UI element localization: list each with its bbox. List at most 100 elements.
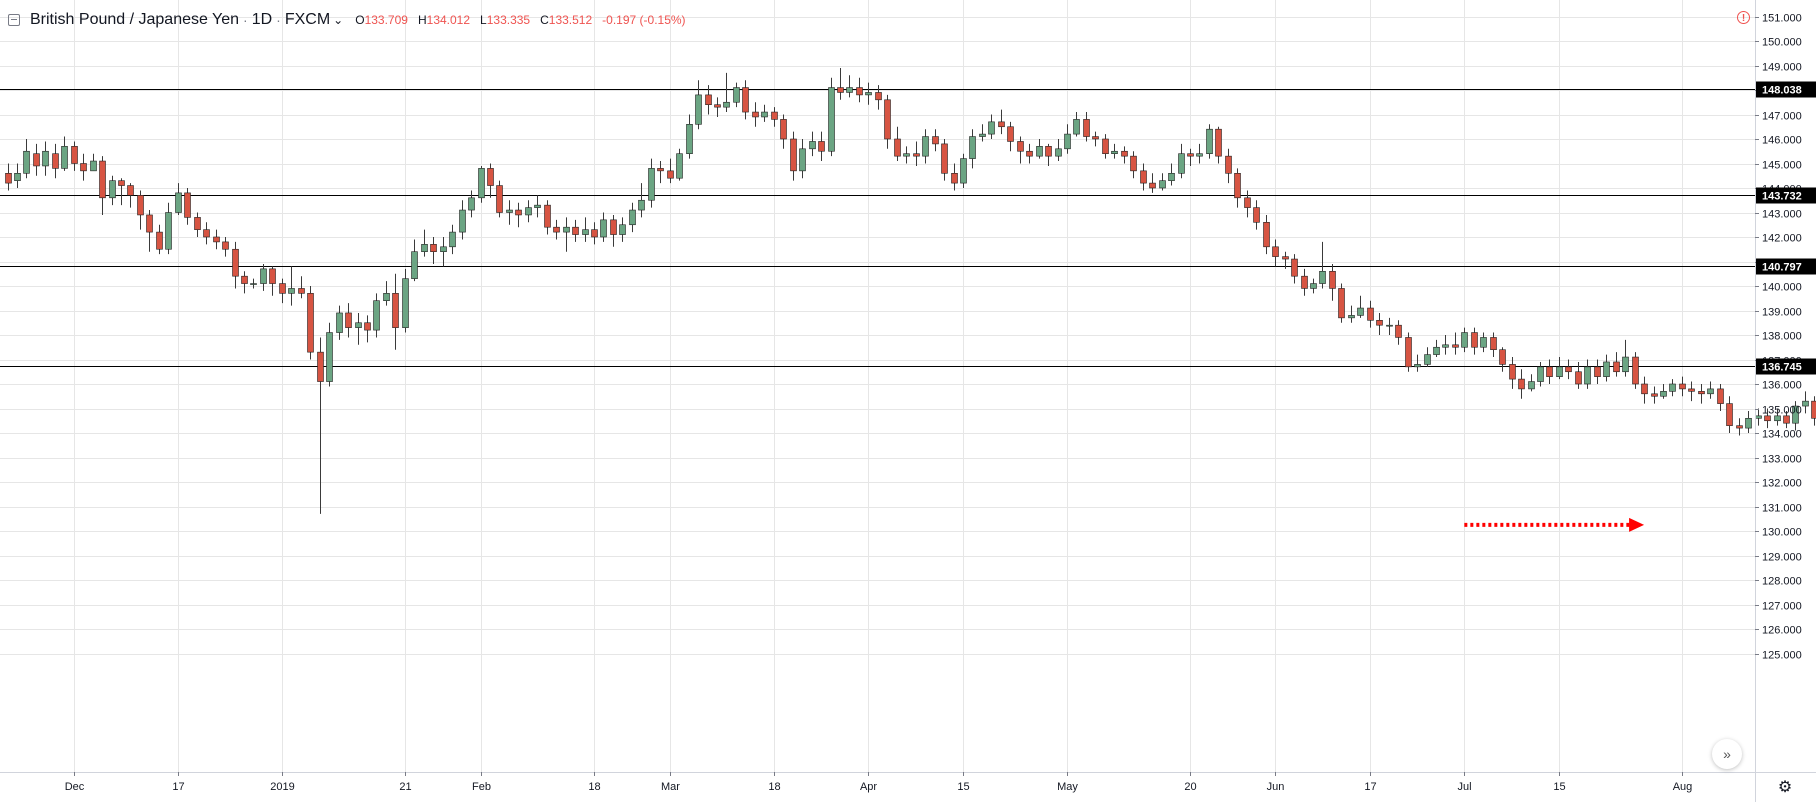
candle — [5, 163, 12, 191]
candle-body — [430, 244, 437, 253]
price-tick-label: 135.000 — [1762, 405, 1802, 417]
candle-body — [1480, 337, 1487, 348]
price-axis[interactable]: 151.000150.000149.000148.000147.000146.0… — [1755, 13, 1802, 662]
candle — [809, 131, 816, 157]
candle-body — [137, 195, 144, 216]
candle — [572, 219, 579, 242]
candle — [638, 183, 645, 218]
candle-body — [941, 143, 948, 174]
time-tick-label: 2019 — [270, 781, 294, 793]
level-price-text: 143.732 — [1762, 191, 1802, 203]
candle-body — [1348, 315, 1355, 319]
price-tick-label: 147.000 — [1762, 111, 1802, 123]
candle — [1679, 376, 1686, 397]
scroll-to-realtime-button[interactable]: » — [1712, 739, 1742, 769]
candle — [118, 178, 125, 206]
candle-body — [998, 121, 1005, 128]
price-tick-label: 140.000 — [1762, 282, 1802, 294]
candle — [790, 131, 797, 181]
candle — [1149, 173, 1156, 193]
price-tick-label: 145.000 — [1762, 160, 1802, 172]
candle — [600, 212, 607, 242]
candle — [1424, 347, 1431, 367]
candle — [184, 188, 191, 225]
candle-body — [875, 92, 882, 101]
candle — [1575, 361, 1582, 389]
candle — [1632, 352, 1639, 389]
warning-icon[interactable]: ! — [1737, 11, 1750, 24]
time-tick-label: 17 — [172, 781, 184, 793]
symbol-title[interactable]: British Pound / Japanese Yen — [30, 11, 240, 28]
candle-body — [1073, 119, 1080, 135]
candle-body — [1196, 153, 1203, 157]
candle-body — [1811, 400, 1816, 419]
price-tick-label: 127.000 — [1762, 601, 1802, 613]
candle-body — [241, 275, 248, 284]
candle-body — [1603, 361, 1610, 377]
candle — [894, 126, 901, 162]
level-price-labels: 148.038 143.732 140.797 136.745 — [1756, 81, 1816, 375]
candle-body — [1168, 173, 1175, 181]
candle-body — [667, 170, 674, 179]
time-axis[interactable]: Dec 17 2019 21 Feb 18 Mar 18 Apr 15 May 20 Jun 17 Jul 1… — [65, 772, 1693, 793]
candle-body — [1471, 332, 1478, 348]
candle-body — [884, 99, 891, 140]
candle — [534, 195, 541, 218]
time-tick-label: Aug — [1673, 781, 1693, 793]
candle — [1187, 148, 1194, 166]
level-price-tag — [1756, 187, 1816, 204]
candle — [761, 104, 768, 122]
candle-body — [1092, 136, 1099, 140]
price-tick-label: 151.000 — [1762, 13, 1802, 25]
candle-body — [1745, 417, 1752, 429]
price-tick-label: 128.000 — [1762, 576, 1802, 588]
candle-body — [1310, 283, 1317, 289]
candle-body — [1301, 275, 1308, 289]
candle-body — [317, 351, 324, 382]
candle — [591, 222, 598, 245]
candle-body — [572, 226, 579, 235]
candle-body — [742, 87, 749, 113]
candle-body — [1055, 148, 1062, 157]
candle — [515, 202, 522, 228]
candle-body — [440, 246, 447, 253]
candle-body — [52, 153, 59, 169]
candle-body — [544, 204, 551, 228]
price-tick-label: 142.000 — [1762, 233, 1802, 245]
candle-body — [1386, 324, 1393, 327]
candle-body — [80, 163, 87, 172]
candle — [459, 200, 466, 240]
collapse-legend-button[interactable] — [8, 14, 20, 26]
candle — [1253, 200, 1260, 230]
candle — [222, 237, 229, 257]
candle — [1282, 251, 1289, 269]
price-tick-label: 146.000 — [1762, 135, 1802, 147]
candle-body — [14, 173, 21, 181]
support-resistance-lines[interactable] — [0, 89, 1755, 367]
time-tick-label: Dec — [65, 781, 85, 793]
gear-icon[interactable]: ⚙ — [1777, 779, 1793, 796]
candle-body — [1755, 415, 1762, 419]
candle — [913, 141, 920, 166]
candle — [1111, 143, 1118, 159]
candle — [1263, 214, 1270, 255]
time-tick-label: 20 — [1184, 781, 1196, 793]
candle — [373, 293, 380, 338]
price-tick-label: 131.000 — [1762, 503, 1802, 515]
candle-body — [1556, 366, 1563, 377]
candle-body — [1499, 349, 1506, 365]
candle — [1660, 384, 1667, 399]
candle — [1783, 410, 1790, 429]
chevron-down-icon[interactable]: ⌄ — [333, 13, 344, 27]
candle — [1017, 136, 1024, 164]
candle — [1083, 112, 1090, 142]
candle-body — [610, 219, 617, 235]
candle — [232, 241, 239, 289]
candle — [165, 202, 172, 255]
candle — [1774, 408, 1781, 426]
low-value: L133.335 — [480, 13, 531, 27]
candle-body — [5, 173, 12, 184]
candle-body — [837, 87, 844, 93]
time-tick-label: Apr — [860, 781, 877, 793]
